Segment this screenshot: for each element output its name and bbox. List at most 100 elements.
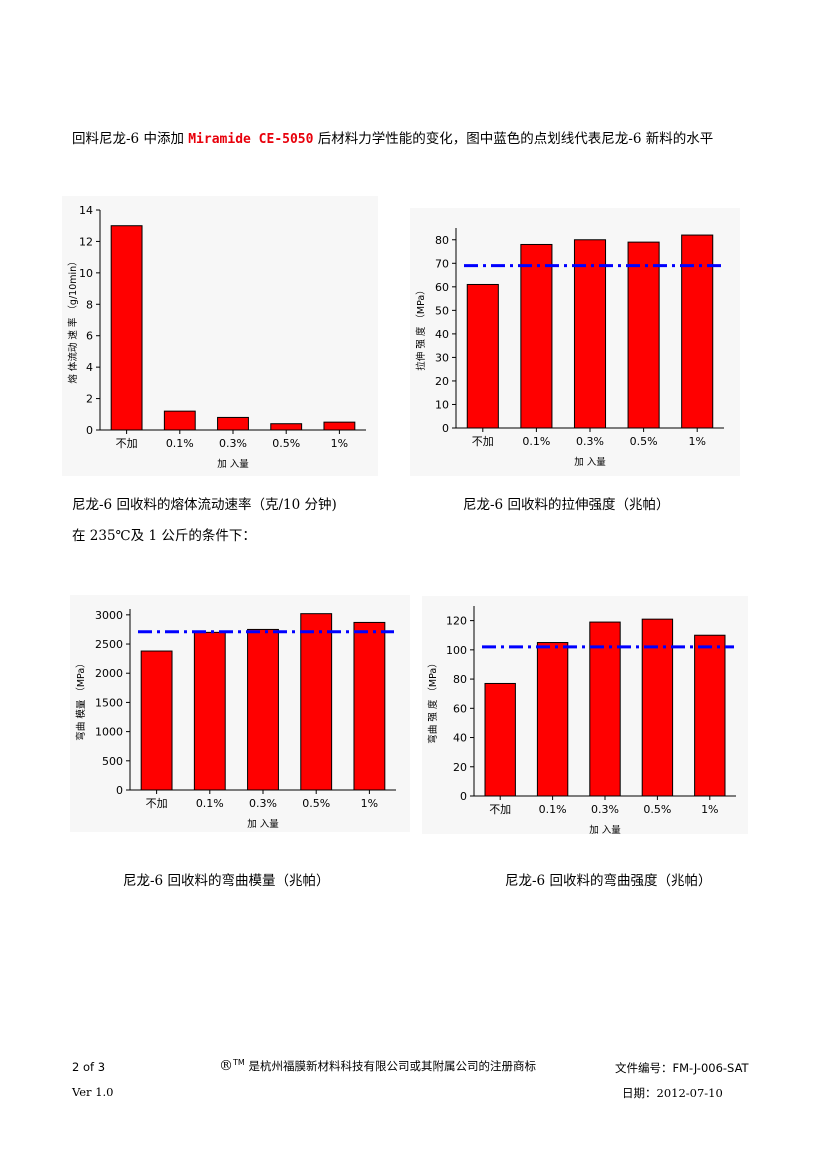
document-number: 文件编号：FM-J-006-SAT xyxy=(615,1060,749,1076)
bar xyxy=(589,621,621,797)
bar xyxy=(627,241,660,429)
x-tick-label: 1% xyxy=(331,437,348,450)
y-tick-label: 4 xyxy=(86,361,93,374)
x-tick-label: 0.5% xyxy=(302,797,330,810)
y-tick-label: 12 xyxy=(79,235,93,248)
x-tick-label: 1% xyxy=(688,435,705,448)
document-date: 日期：2012-07-10 xyxy=(622,1085,723,1101)
x-tick-label: 不加 xyxy=(146,797,168,810)
x-tick-label: 0.5% xyxy=(272,437,300,450)
chart-flexural-strength-svg: 0 20 40 60 80 100 120 不加 0.1% 0.3% 0.5% 1% 加 入量 弯曲 强 … xyxy=(427,606,736,834)
intro-text: 回料尼龙-6 中添加 Miramide CE-5050 后材料力学性能的变化，图… xyxy=(72,127,713,147)
y-tick-label: 80 xyxy=(435,234,449,247)
y-tick-label: 70 xyxy=(435,257,449,270)
x-tick-label: 不加 xyxy=(472,435,494,448)
bar xyxy=(466,283,499,429)
y-tick-label: 20 xyxy=(435,375,449,388)
y-axis-title: 弯曲 模量 （MPa） xyxy=(75,658,87,740)
x-tick-label: 0.1% xyxy=(166,437,194,450)
x-tick-label: 0.3% xyxy=(219,437,247,450)
bar xyxy=(300,613,333,791)
bar xyxy=(110,225,143,431)
chart-flexural-strength: 0 20 40 60 80 100 120 不加 0.1% 0.3% 0.5% 1% 加 入量 弯曲 强 … xyxy=(422,596,748,834)
y-tick-label: 20 xyxy=(453,761,467,774)
x-tick-label: 0.3% xyxy=(591,803,619,816)
x-tick-label: 0.5% xyxy=(630,435,658,448)
trademark-notice: ®TM 是杭州福膜新材料科技有限公司或其附属公司的注册商标 xyxy=(219,1058,536,1074)
y-tick-label: 3000 xyxy=(95,609,123,622)
x-tick-label: 0.5% xyxy=(643,803,671,816)
y-tick-label: 60 xyxy=(435,281,449,294)
y-tick-label: 1000 xyxy=(95,726,123,739)
bar xyxy=(694,634,726,797)
bar xyxy=(536,642,569,797)
caption-melt-flow-condition: 在 235℃及 1 公斤的条件下： xyxy=(72,528,256,544)
y-tick-label: 0 xyxy=(442,422,449,435)
x-tick-label: 1% xyxy=(701,803,718,816)
chart-tensile-strength-svg: 0 10 20 30 40 50 60 70 80 不加 0.1% 0.3% 0.5% 1% 加 入量 拉伸 … xyxy=(415,228,724,468)
chart-flexural-modulus: 0 500 1000 1500 2000 2500 3000 不加 0.1% 0.3% 0.5% 1%… xyxy=(70,595,410,832)
intro-before: 回料尼龙-6 中添加 xyxy=(72,131,189,147)
caption-tensile-strength: 尼龙-6 回收料的拉伸强度（兆帕） xyxy=(463,497,670,513)
bar xyxy=(140,650,173,791)
y-tick-label: 6 xyxy=(86,330,93,343)
chart-melt-flow-svg: 0 2 4 6 8 10 12 14 不加 0.1% 0.3% 0.5% 1% 加 入量 熔 体流动 速 率… xyxy=(67,204,366,470)
x-axis-title: 加 入量 xyxy=(589,825,621,834)
bar xyxy=(193,631,226,791)
y-tick-label: 60 xyxy=(453,702,467,715)
trademark-tm: TM xyxy=(233,1058,245,1068)
version: Ver 1.0 xyxy=(72,1085,114,1099)
x-tick-label: 0.1% xyxy=(522,435,550,448)
bar xyxy=(270,423,303,431)
y-tick-label: 500 xyxy=(102,755,123,768)
trademark-text: 是杭州福膜新材料科技有限公司或其附属公司的注册商标 xyxy=(244,1059,536,1073)
bar xyxy=(641,618,674,797)
bar xyxy=(573,239,607,429)
y-tick-label: 8 xyxy=(86,298,93,311)
brand-name: Miramide CE-5050 xyxy=(188,132,314,147)
y-axis-title: 熔 体流动 速 率 （g/10min） xyxy=(67,256,79,383)
y-tick-label: 2 xyxy=(86,393,93,406)
y-tick-label: 80 xyxy=(453,673,467,686)
doc-label: 文件编号： xyxy=(615,1061,673,1075)
y-tick-label: 2000 xyxy=(95,667,123,680)
x-tick-label: 0.3% xyxy=(576,435,604,448)
bar xyxy=(163,410,196,431)
y-tick-label: 1500 xyxy=(95,696,123,709)
y-axis-title: 弯曲 强 度 （MPa） xyxy=(427,658,439,743)
caption-flexural-modulus: 尼龙-6 回收料的弯曲模量（兆帕） xyxy=(123,873,330,889)
date-label: 日期： xyxy=(622,1086,657,1100)
registered-symbol: ® xyxy=(219,1058,233,1074)
x-axis-title: 加 入量 xyxy=(217,459,249,470)
caption-melt-flow: 尼龙-6 回收料的熔体流动速率（克/10 分钟) xyxy=(72,497,337,513)
y-tick-label: 10 xyxy=(79,267,93,280)
y-tick-label: 40 xyxy=(453,732,467,745)
intro-after: 后材料力学性能的变化，图中蓝色的点划线代表尼龙-6 新料的水平 xyxy=(313,131,714,147)
x-axis-title: 加 入量 xyxy=(247,819,279,830)
y-tick-label: 30 xyxy=(435,351,449,364)
chart-flexural-modulus-svg: 0 500 1000 1500 2000 2500 3000 不加 0.1% 0.3% 0.5% 1%… xyxy=(75,609,396,830)
x-tick-label: 不加 xyxy=(116,437,138,450)
y-tick-label: 40 xyxy=(435,328,449,341)
y-axis-title: 拉伸 强 度 （MPa） xyxy=(415,285,427,370)
page-number: 2 of 3 xyxy=(72,1060,106,1074)
y-tick-label: 0 xyxy=(86,424,93,437)
x-tick-label: 0.3% xyxy=(249,797,277,810)
y-tick-label: 0 xyxy=(460,790,467,803)
y-tick-label: 2500 xyxy=(95,638,123,651)
y-tick-label: 50 xyxy=(435,304,449,317)
bar xyxy=(681,234,714,429)
doc-number: FM-J-006-SAT xyxy=(672,1061,749,1075)
chart-tensile-strength: 0 10 20 30 40 50 60 70 80 不加 0.1% 0.3% 0.5% 1% 加 入量 拉伸 … xyxy=(410,208,740,476)
x-tick-label: 不加 xyxy=(489,803,511,816)
x-tick-label: 1% xyxy=(361,797,378,810)
bar xyxy=(353,621,386,791)
bar xyxy=(484,682,516,797)
bar xyxy=(520,243,553,429)
x-tick-label: 0.1% xyxy=(196,797,224,810)
y-tick-label: 100 xyxy=(446,644,467,657)
y-tick-label: 0 xyxy=(116,784,123,797)
date-value: 2012-07-10 xyxy=(656,1086,723,1100)
bar xyxy=(247,628,279,791)
chart-melt-flow: 0 2 4 6 8 10 12 14 不加 0.1% 0.3% 0.5% 1% 加 入量 熔 体流动 速 率… xyxy=(62,196,378,476)
